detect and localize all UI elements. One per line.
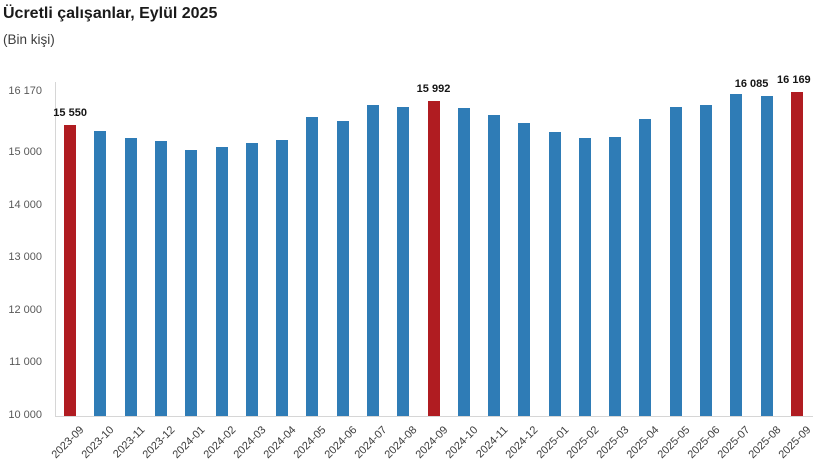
x-tick-label-2025-06: 2025-06 <box>685 424 723 462</box>
y-tick-label: 15 000 <box>8 146 42 159</box>
bar-2024-01[interactable] <box>185 150 198 416</box>
x-tick-label-2024-03: 2024-03 <box>231 424 269 462</box>
y-tick-label: 12 000 <box>8 303 42 316</box>
x-tick-label-2025-05: 2025-05 <box>655 424 693 462</box>
x-tick-label-2025-01: 2025-01 <box>534 424 572 462</box>
chart-title: Ücretli çalışanlar, Eylül 2025 <box>3 5 218 22</box>
bar-2023-09[interactable] <box>64 124 77 416</box>
x-tick-label-2024-04: 2024-04 <box>261 424 299 462</box>
bar-2023-11[interactable] <box>124 137 137 416</box>
x-tick-label-2023-09: 2023-09 <box>49 424 87 462</box>
x-tick-label-2023-11: 2023-11 <box>110 424 148 461</box>
x-tick-label-2024-01: 2024-01 <box>170 424 208 462</box>
data-label-2024-09: 15 992 <box>416 83 451 96</box>
data-label-2025-09: 16 169 <box>777 74 811 87</box>
bar-2024-08[interactable] <box>397 106 410 416</box>
bar-2024-07[interactable] <box>366 105 379 416</box>
x-tick-label-2024-06: 2024-06 <box>322 424 360 462</box>
bar-2025-05[interactable] <box>669 106 682 416</box>
x-tick-label-2025-03: 2025-03 <box>594 424 632 462</box>
x-tick-label-2024-05: 2024-05 <box>291 424 329 462</box>
x-tick-label-2025-07: 2025-07 <box>715 424 753 462</box>
bar-2024-12[interactable] <box>518 123 531 416</box>
y-tick-label: 16 170 <box>8 85 42 97</box>
x-tick-label-2025-09: 2025-09 <box>776 424 814 462</box>
x-tick-label-2024-08: 2024-08 <box>382 424 420 462</box>
bar-2024-10[interactable] <box>457 108 470 416</box>
x-tick-label-2025-04: 2025-04 <box>624 424 662 462</box>
bar-2024-03[interactable] <box>245 142 258 416</box>
x-tick-label-2023-12: 2023-12 <box>140 424 178 462</box>
bar-2024-04[interactable] <box>276 140 289 416</box>
bar-2025-07[interactable] <box>730 94 743 416</box>
x-tick-label-2024-07: 2024-07 <box>352 424 390 462</box>
x-tick-label-2025-08: 2025-08 <box>746 424 784 462</box>
y-tick-label: 11 000 <box>9 356 42 369</box>
bar-2025-06[interactable] <box>700 104 713 416</box>
bar-2024-05[interactable] <box>306 117 319 416</box>
y-tick-label: 13 000 <box>8 251 42 264</box>
y-tick-label: 14 000 <box>8 198 42 211</box>
data-label-2025-08: 16 085 <box>734 78 769 91</box>
bar-2025-01[interactable] <box>548 132 561 416</box>
bar-2025-02[interactable] <box>578 138 591 416</box>
bar-2023-10[interactable] <box>94 131 107 416</box>
data-label-2023-09: 15 550 <box>53 106 87 119</box>
bar-2024-09[interactable] <box>427 101 440 416</box>
bar-2024-11[interactable] <box>488 114 501 416</box>
bar-2023-12[interactable] <box>154 140 167 416</box>
chart-subtitle: (Bin kişi) <box>3 32 55 47</box>
bar-2025-03[interactable] <box>609 137 622 416</box>
x-axis-line <box>55 416 813 417</box>
bar-2025-04[interactable] <box>639 118 652 416</box>
x-tick-label-2024-12: 2024-12 <box>503 424 541 462</box>
bar-2024-06[interactable] <box>336 121 349 416</box>
x-tick-label-2024-10: 2024-10 <box>443 424 481 462</box>
x-tick-label-2023-10: 2023-10 <box>79 424 117 462</box>
x-tick-label-2024-02: 2024-02 <box>200 424 239 462</box>
bar-2025-09[interactable] <box>790 92 803 416</box>
bar-2024-02[interactable] <box>215 147 228 416</box>
x-tick-label-2025-02: 2025-02 <box>564 424 602 462</box>
y-tick-label: 10 000 <box>8 409 42 421</box>
y-axis-line <box>55 82 56 417</box>
x-tick-label-2024-09: 2024-09 <box>412 424 450 462</box>
bar-2025-08[interactable] <box>760 96 773 416</box>
